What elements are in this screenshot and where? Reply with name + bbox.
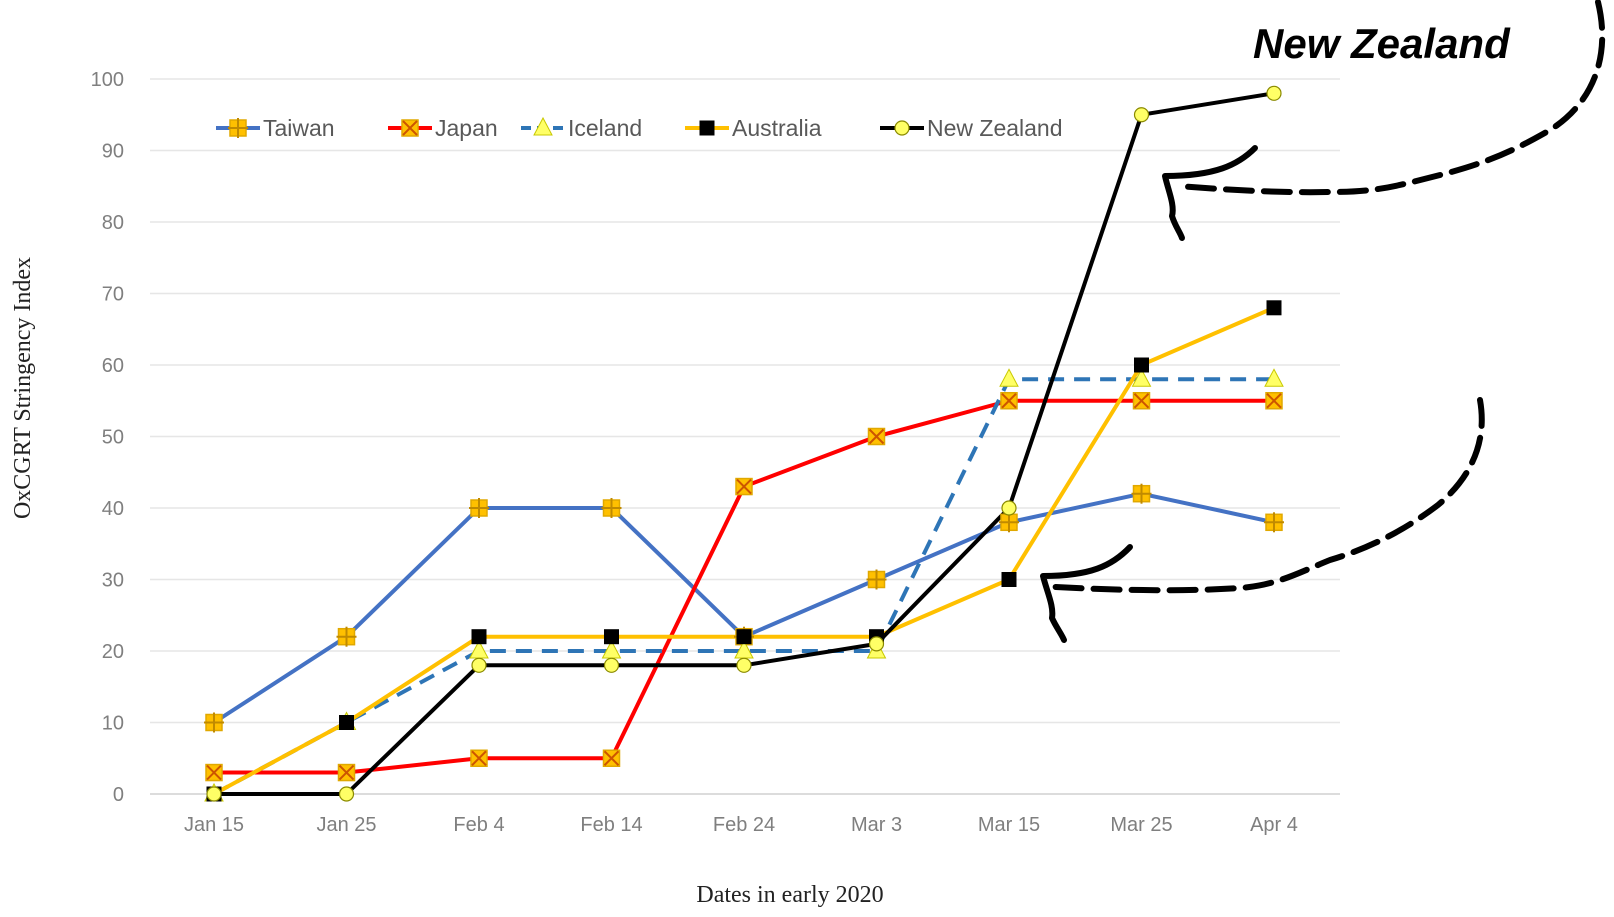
data-point-japan [337,763,356,782]
x-tick-label: Feb 4 [453,814,504,836]
x-tick-labels: Jan 15 Jan 25 Feb 4 Feb 14 Feb 24 Mar 3 Mar 15… [184,814,1298,836]
data-point-taiwan [999,512,1019,533]
y-tick-label: 30 [102,570,124,592]
y-tick-label: 80 [102,212,124,234]
data-point-new-zealand [338,786,355,802]
annotation-label: New Zealand [1253,20,1511,67]
y-tick-label: 60 [102,355,124,377]
data-point-japan [1265,392,1283,410]
y-tick-label: 70 [102,284,124,306]
y-tick-label: 50 [102,427,124,449]
data-point-taiwan [601,498,622,518]
arrow-upper-head [1162,145,1258,241]
data-point-japan [470,749,488,767]
arrow-upper-stem [1175,0,1606,196]
legend-item-iceland: Iceland [521,115,642,141]
x-axis-title: Dates in early 2020 [696,882,883,908]
data-point-taiwan [866,569,887,590]
data-point-australia [604,629,619,645]
data-point-new-zealand [471,657,487,673]
data-point-japan [205,763,223,782]
arrow-lower-stem [1052,397,1485,594]
data-point-new-zealand [1001,500,1017,516]
y-tick-labels: 0 10 20 30 40 50 60 70 80 90 100 [91,69,124,806]
data-point-japan [602,749,621,767]
series-line-taiwan [212,491,1275,725]
data-point-new-zealand [603,657,620,673]
gridlines [150,78,1340,795]
x-tick-label: Mar 15 [978,814,1040,836]
data-point-taiwan [1131,483,1152,504]
data-point-australia [471,629,487,645]
data-point-iceland [999,368,1019,387]
data-point-taiwan [1264,512,1284,533]
legend-label: Taiwan [263,115,335,141]
x-tick-label: Mar 25 [1110,814,1172,836]
data-point-taiwan [204,712,224,733]
y-tick-label: 100 [91,69,124,91]
legend-item-australia: Australia [685,115,822,141]
legend-marker-taiwan [228,118,248,138]
legend-item-japan: Japan [388,115,498,141]
data-point-japan [867,427,886,446]
data-point-australia [736,629,752,645]
x-tick-label: Mar 3 [851,814,902,836]
legend: Taiwan Japan Iceland Australia New Zealand [216,115,1063,141]
legend-marker-new-zealand [894,120,910,136]
y-tick-label: 90 [102,141,124,163]
data-point-japan [735,477,753,496]
data-point-japan [1132,392,1151,410]
data-point-taiwan [469,498,489,518]
data-point-new-zealand [206,786,222,802]
data-point-new-zealand [1133,107,1150,123]
data-point-new-zealand [868,636,885,652]
y-tick-label: 0 [113,784,124,806]
data-point-australia [1266,300,1282,316]
x-tick-label: Jan 25 [316,814,376,836]
legend-item-taiwan: Taiwan [216,115,335,141]
data-point-new-zealand [736,657,752,673]
y-tick-label: 10 [102,713,124,735]
legend-item-new-zealand: New Zealand [880,115,1063,141]
x-tick-label: Feb 14 [580,814,642,836]
series-line-new-zealand [214,91,1275,796]
arrow-lower-head [1040,544,1133,643]
data-point-australia [339,715,354,730]
legend-label: Iceland [568,115,642,141]
hand-drawn-arrows [1040,0,1606,643]
y-axis-title: OxCGRT Stringency Index [10,257,36,519]
data-point-iceland [1264,368,1284,387]
x-tick-label: Apr 4 [1250,814,1298,836]
data-point-australia [1001,572,1017,587]
legend-label: Japan [435,115,498,141]
data-point-japan [1000,392,1018,410]
series-markers [204,85,1284,802]
legend-marker-japan [401,119,419,137]
legend-marker-iceland [533,116,553,136]
legend-label: Australia [732,115,822,141]
data-point-taiwan [336,626,357,647]
legend-label: New Zealand [927,115,1063,141]
y-tick-label: 40 [102,498,124,520]
x-tick-label: Jan 15 [184,814,244,836]
x-tick-label: Feb 24 [713,814,775,836]
y-tick-label: 20 [102,641,124,663]
data-point-new-zealand [1266,85,1282,101]
series-lines [212,91,1275,796]
legend-marker-australia [699,120,715,136]
data-point-australia [1134,357,1149,373]
data-point-iceland [1131,368,1152,387]
